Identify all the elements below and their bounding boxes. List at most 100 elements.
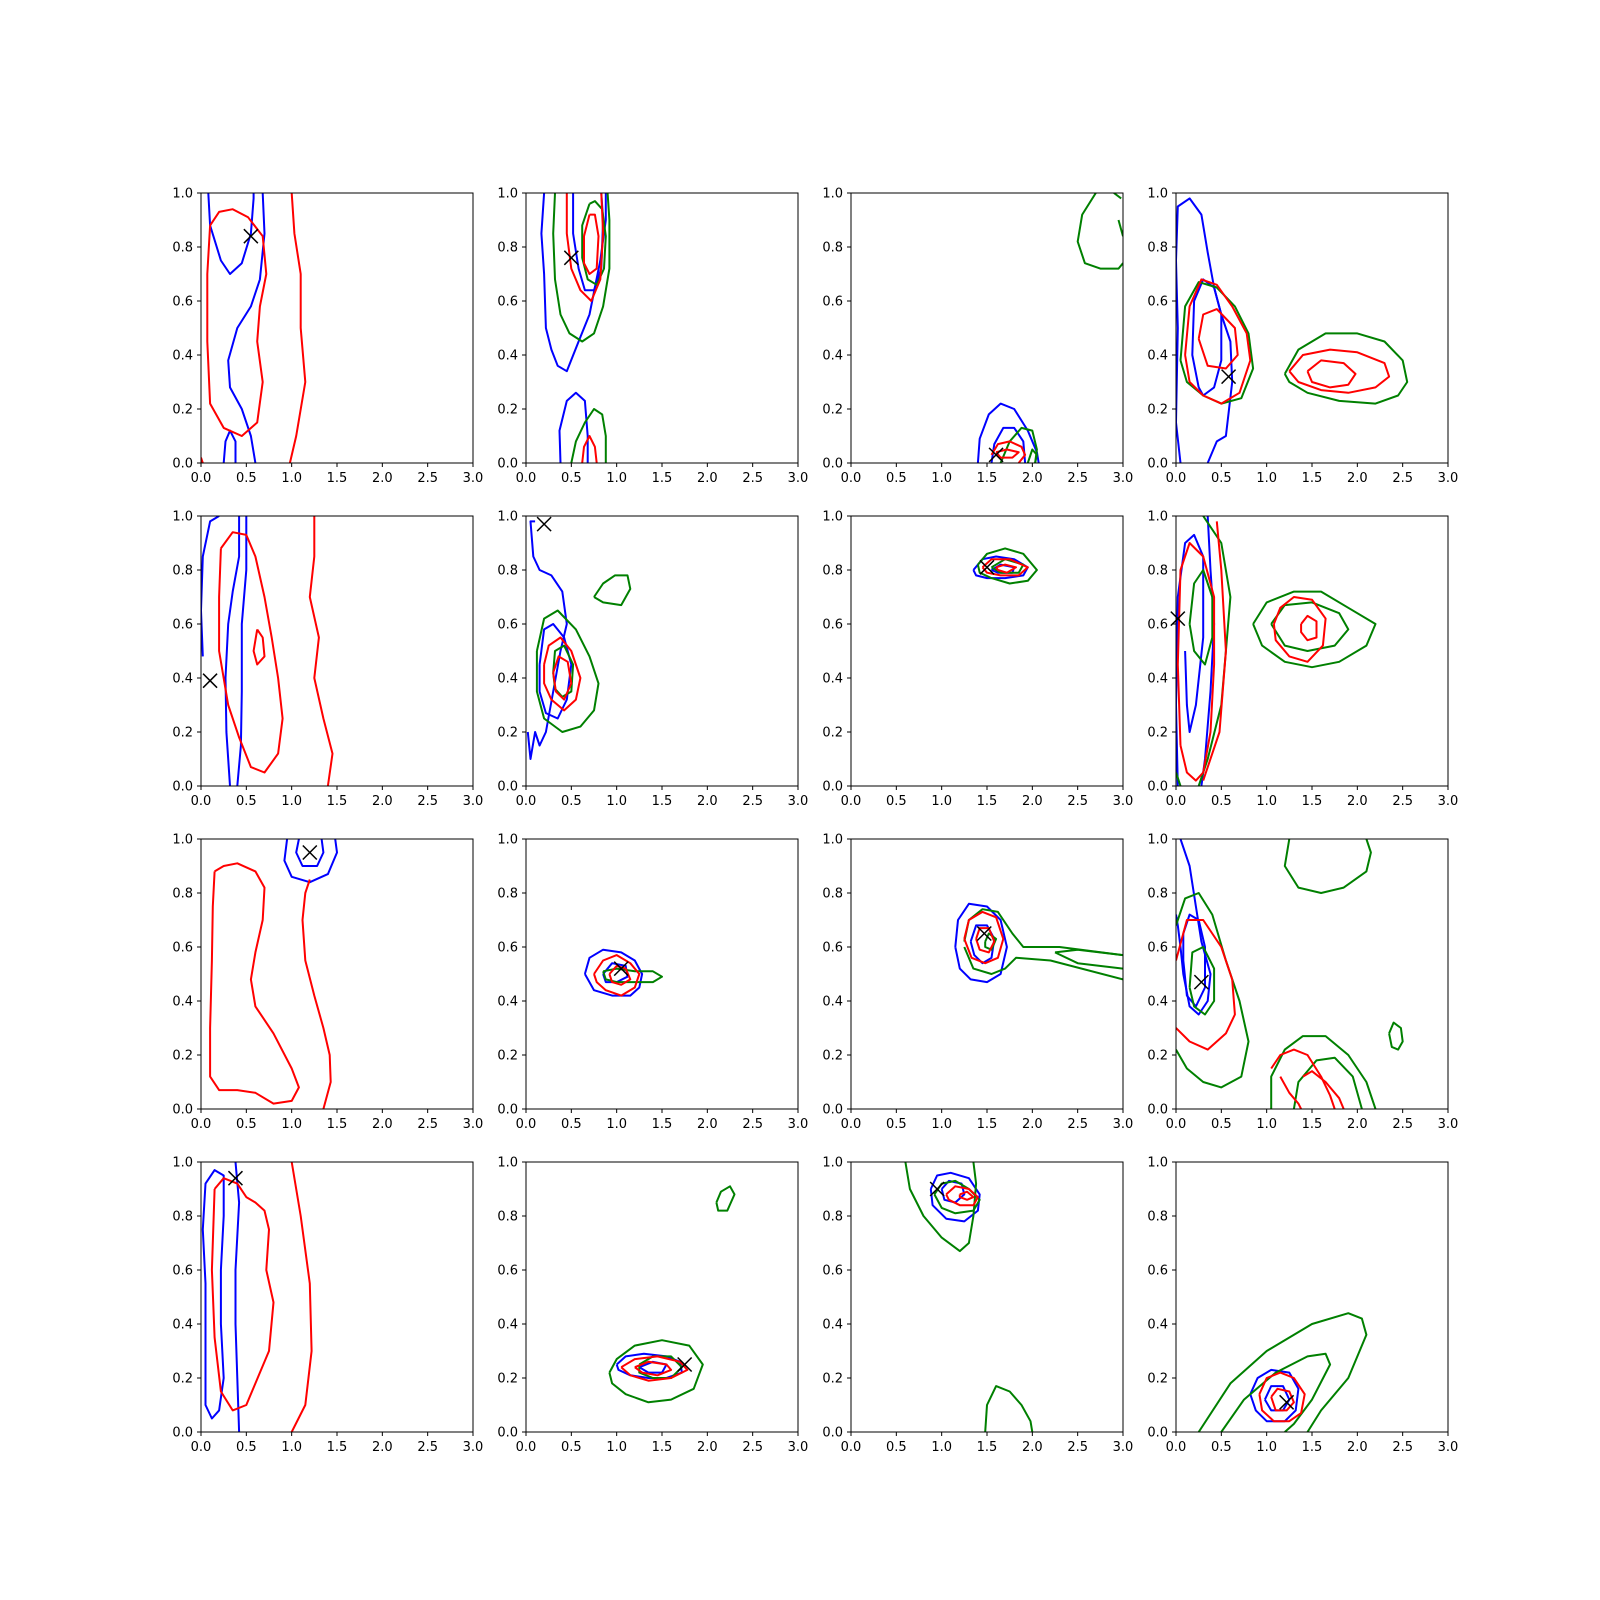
contour-line-green (1252, 590, 1377, 669)
x-marker (243, 228, 259, 244)
subplot-1-1: 0.0 0.5 1.0 1.5 2.0 2.5 3.0 0.0 0.2 0.4 0.6 0.8 1.0 (172, 187, 483, 487)
y-tick-label: 0.0 (497, 1426, 518, 1441)
x-marker-stroke (1221, 369, 1237, 385)
contour-group (1176, 839, 1404, 1109)
contour-line-green (1283, 332, 1409, 405)
y-tick-label: 0.2 (1147, 1049, 1168, 1064)
contour-line-red (252, 628, 266, 666)
x-tick-label: 1.0 (281, 794, 302, 809)
x-tick-label: 0.0 (516, 1440, 537, 1455)
x-tick-label: 1.5 (977, 1440, 998, 1455)
contour-line-blue (234, 1162, 241, 1432)
x-tick-label: 1.0 (931, 471, 952, 486)
y-tick-label: 0.0 (1147, 457, 1168, 472)
x-tick-label: 1.5 (652, 1440, 673, 1455)
x-tick-label: 2.5 (742, 1440, 763, 1455)
y-tick-label: 1.0 (497, 510, 518, 525)
x-tick-label: 1.0 (606, 1440, 627, 1455)
contour-line-red (1176, 919, 1236, 1051)
contour-line-green (1113, 193, 1122, 200)
contour-group (583, 948, 663, 997)
axes-frame (1175, 838, 1449, 1110)
x-tick-label: 1.5 (327, 794, 348, 809)
subplot-4-1: 0.0 0.5 1.0 1.5 2.0 2.5 3.0 0.0 0.2 0.4 0.6 0.8 1.0 (172, 1156, 483, 1456)
contour-line-green (1292, 1056, 1363, 1109)
contour-line-green (593, 574, 632, 607)
x-tick-label: 2.5 (1392, 1117, 1413, 1132)
y-tick-label: 0.0 (497, 1103, 518, 1118)
subplot-1-3: 0.0 0.5 1.0 1.5 2.0 2.5 3.0 0.0 0.2 0.4 0.6 0.8 1.0 (822, 187, 1133, 487)
y-tick-label: 0.6 (172, 941, 193, 956)
contour-line-blue (295, 839, 325, 867)
contour-line-green (933, 1179, 981, 1215)
x-marker-stroke (227, 1170, 243, 1186)
axes-frame (525, 838, 799, 1110)
x-tick-label: 2.0 (372, 471, 393, 486)
contour-line-red (565, 193, 605, 302)
contour-group (954, 902, 1123, 984)
x-marker-stroke (677, 1356, 693, 1373)
y-tick-label: 0.8 (822, 1210, 843, 1225)
x-tick-label: 0.0 (191, 471, 212, 486)
contour-line-green (715, 1185, 736, 1212)
contour-line-green (990, 558, 1025, 574)
axes-frame (200, 192, 474, 464)
x-tick-label: 0.5 (561, 794, 582, 809)
x-tick-label: 2.0 (697, 1440, 718, 1455)
x-tick-label: 1.5 (1302, 1117, 1323, 1132)
contour-line-blue (207, 193, 255, 275)
x-tick-label: 1.0 (281, 1440, 302, 1455)
contour-line-blue (972, 555, 1029, 580)
x-tick-label: 0.0 (1166, 794, 1187, 809)
contour-group (1197, 1312, 1368, 1432)
x-tick-label: 2.5 (417, 1117, 438, 1132)
x-tick-label: 3.0 (1113, 471, 1134, 486)
x-marker (988, 447, 1004, 463)
x-tick-label: 2.5 (1392, 1440, 1413, 1455)
subplot-3-4: 0.0 0.5 1.0 1.5 2.0 2.5 3.0 0.0 0.2 0.4 0.6 0.8 1.0 (1147, 833, 1458, 1133)
x-marker (677, 1356, 693, 1373)
x-tick-label: 1.0 (606, 794, 627, 809)
contour-line-red (581, 435, 598, 463)
y-tick-label: 1.0 (822, 187, 843, 202)
x-tick-label: 2.5 (1392, 471, 1413, 486)
contour-line-green (1270, 601, 1350, 652)
contour-line-red (308, 516, 334, 786)
y-tick-label: 1.0 (172, 833, 193, 848)
x-tick-label: 3.0 (788, 471, 809, 486)
x-tick-label: 1.0 (1256, 471, 1277, 486)
contour-line-blue (976, 402, 1040, 463)
x-tick-label: 3.0 (1438, 471, 1459, 486)
contour-line-red (593, 954, 641, 997)
x-tick-label: 3.0 (1438, 794, 1459, 809)
contour-group (540, 193, 611, 463)
y-tick-label: 0.0 (1147, 1426, 1168, 1441)
x-tick-label: 2.0 (1347, 471, 1368, 486)
contour-line-blue (538, 623, 573, 720)
x-marker (929, 1181, 945, 1197)
x-tick-label: 2.5 (417, 1440, 438, 1455)
y-tick-label: 1.0 (497, 833, 518, 848)
y-tick-label: 0.6 (822, 1264, 843, 1279)
contour-group (976, 193, 1123, 463)
y-tick-label: 0.0 (822, 780, 843, 795)
contour-line-red (963, 910, 1005, 965)
y-tick-label: 0.4 (1147, 349, 1168, 364)
x-tick-label: 0.5 (886, 1440, 907, 1455)
contour-line-green (1188, 946, 1216, 1016)
x-marker-stroke (302, 844, 318, 861)
y-tick-label: 1.0 (1147, 510, 1168, 525)
y-tick-label: 0.4 (497, 349, 518, 364)
y-tick-label: 0.0 (822, 457, 843, 472)
y-tick-label: 0.4 (822, 1318, 843, 1333)
contour-line-green (1197, 1312, 1368, 1432)
y-tick-label: 0.6 (497, 1264, 518, 1279)
x-tick-label: 0.5 (236, 1440, 257, 1455)
y-tick-label: 0.2 (172, 403, 193, 418)
contour-line-green (1270, 1035, 1377, 1109)
contour-line-red (210, 1177, 275, 1412)
x-tick-label: 0.5 (236, 794, 257, 809)
contour-group (201, 1162, 313, 1432)
x-tick-label: 2.0 (1347, 794, 1368, 809)
x-tick-label: 2.5 (1067, 471, 1088, 486)
